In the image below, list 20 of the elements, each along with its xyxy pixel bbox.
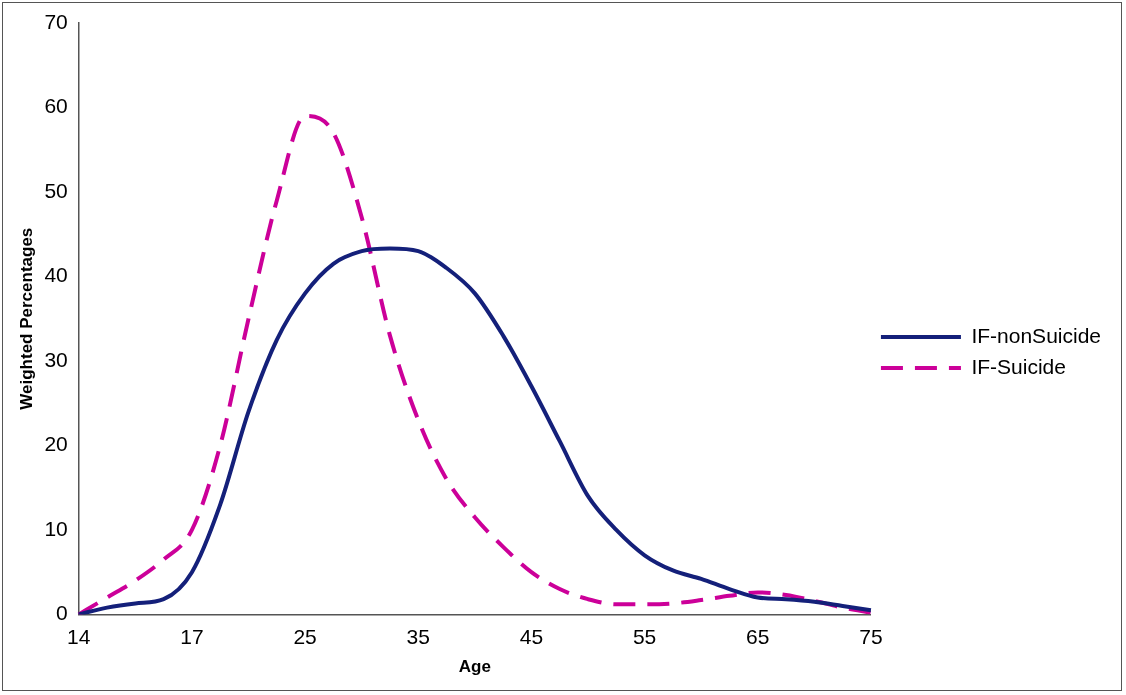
x-tick-label: 55: [632, 624, 657, 648]
x-tick-label: 14: [67, 624, 91, 648]
y-tick-label: 0: [56, 601, 68, 625]
x-tick-label: 45: [519, 624, 544, 648]
x-tick-label: 75: [859, 624, 883, 648]
x-axis-title: Age: [458, 657, 491, 677]
legend-label: IF-Suicide: [971, 354, 1066, 378]
y-tick-label: 20: [44, 432, 68, 456]
x-tick-label: 25: [293, 624, 317, 648]
x-tick-label: 65: [746, 624, 770, 648]
y-tick-label: 40: [44, 263, 68, 287]
y-axis-title: Weighted Percentages: [16, 227, 36, 410]
y-tick-label: 30: [44, 347, 68, 371]
y-tick-label: 60: [44, 94, 68, 118]
y-tick-label: 50: [44, 178, 68, 202]
y-tick-label: 10: [44, 516, 68, 540]
legend-label: IF-nonSuicide: [971, 323, 1102, 347]
x-tick-label: 17: [180, 624, 204, 648]
y-tick-label: 70: [44, 9, 68, 33]
x-tick-label: 35: [406, 624, 430, 648]
